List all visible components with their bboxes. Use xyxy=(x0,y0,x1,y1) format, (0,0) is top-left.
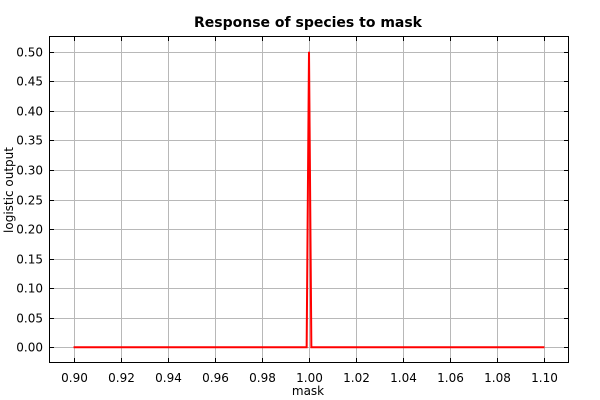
series-layer xyxy=(73,51,545,349)
y-tick-labels: 0.00 0.05 0.10 0.15 0.20 0.25 0.30 0.35 0.40 0.45… xyxy=(16,46,43,355)
y-tick-label: 0.25 xyxy=(16,194,43,208)
y-tick-label: 0.50 xyxy=(16,46,43,60)
x-tick-label: 1.00 xyxy=(296,371,323,385)
y-tick-label: 0.45 xyxy=(16,75,43,89)
y-axis-label: logistic output xyxy=(2,147,16,233)
x-tick-label: 1.02 xyxy=(343,371,370,385)
x-axis-label: mask xyxy=(292,384,324,398)
y-tick-label: 0.40 xyxy=(16,105,43,119)
y-tick-label: 0.05 xyxy=(16,312,43,326)
y-tick-label: 0.10 xyxy=(16,282,43,296)
y-tick-label: 0.20 xyxy=(16,223,43,237)
x-tick-label: 0.90 xyxy=(61,371,88,385)
series-line xyxy=(73,51,545,349)
y-tick-label: 0.30 xyxy=(16,164,43,178)
chart-title: Response of species to mask xyxy=(194,15,423,31)
x-tick-label: 0.98 xyxy=(249,371,276,385)
x-tick-label: 1.10 xyxy=(531,371,558,385)
tick-marks xyxy=(50,37,568,362)
x-tick-label: 0.92 xyxy=(108,371,135,385)
plot-frame xyxy=(49,36,569,363)
y-tick-label: 0.15 xyxy=(16,253,43,267)
x-tick-labels: 0.90 0.92 0.94 0.96 0.98 1.00 1.02 1.04 1.06 1.08… xyxy=(61,371,558,385)
x-tick-label: 1.08 xyxy=(484,371,511,385)
x-tick-label: 1.06 xyxy=(437,371,464,385)
x-tick-label: 0.94 xyxy=(155,371,182,385)
y-tick-label: 0.00 xyxy=(16,341,43,355)
x-tick-label: 1.04 xyxy=(390,371,417,385)
x-tick-label: 0.96 xyxy=(202,371,229,385)
y-tick-label: 0.35 xyxy=(16,134,43,148)
